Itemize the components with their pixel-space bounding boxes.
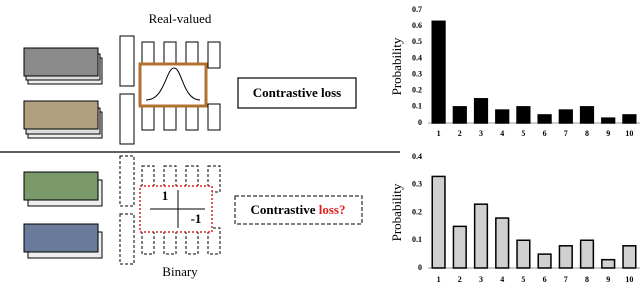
bar <box>538 115 551 123</box>
x-tick-label: 3 <box>479 129 483 138</box>
x-tick-label: 8 <box>585 275 589 284</box>
bar <box>623 246 636 268</box>
y-tick-label: 0.3 <box>412 69 422 78</box>
bar <box>432 176 445 268</box>
y-tick-label: 0 <box>418 263 422 272</box>
y-tick-label: 0.7 <box>412 5 422 14</box>
x-tick-label: 4 <box>500 275 504 284</box>
bar <box>623 115 636 123</box>
x-tick-label: 2 <box>458 129 462 138</box>
x-tick-label: 8 <box>585 129 589 138</box>
x-tick-label: 9 <box>606 129 610 138</box>
loss-label: Contrastive loss? <box>251 202 346 217</box>
x-tick-label: 7 <box>564 275 568 284</box>
y-axis-label: Probability <box>389 37 404 95</box>
binary-maps <box>120 156 220 264</box>
diagram <box>0 36 400 264</box>
bar <box>581 240 594 268</box>
bar <box>581 107 594 123</box>
y-tick-label: 0 <box>418 118 422 127</box>
bar <box>559 246 572 268</box>
bar <box>602 260 615 268</box>
loss-question: loss? <box>319 202 346 217</box>
label: Real-valued <box>149 11 212 26</box>
y-axis-label: Probability <box>389 183 404 241</box>
x-tick-label: 7 <box>564 129 568 138</box>
x-tick-label: 6 <box>543 275 547 284</box>
bar <box>475 204 488 268</box>
bar <box>496 218 509 268</box>
x-tick-label: 3 <box>479 275 483 284</box>
x-tick-label: 1 <box>437 275 441 284</box>
y-tick-label: 0.5 <box>412 37 422 46</box>
x-tick-label: 5 <box>521 275 525 284</box>
bar <box>559 110 572 123</box>
bar <box>453 107 466 123</box>
image-stack <box>24 48 102 138</box>
bar <box>538 254 551 268</box>
matrix-cell: 1 <box>162 188 169 203</box>
image-stack <box>24 172 102 258</box>
bar <box>475 99 488 123</box>
y-tick-label: 0.6 <box>412 21 422 30</box>
bar <box>517 107 530 123</box>
matrix-cell: -1 <box>191 211 202 226</box>
x-tick-label: 1 <box>437 129 441 138</box>
label: Binary <box>162 264 198 279</box>
bar <box>602 118 615 123</box>
x-tick-label: 5 <box>521 129 525 138</box>
x-tick-label: 6 <box>543 129 547 138</box>
y-tick-label: 0.1 <box>412 235 422 244</box>
x-tick-label: 2 <box>458 275 462 284</box>
bar <box>432 21 445 123</box>
y-tick-label: 0.4 <box>412 152 422 161</box>
y-tick-label: 0.2 <box>412 86 422 95</box>
feature-maps <box>120 36 220 144</box>
x-tick-label: 4 <box>500 129 504 138</box>
bar <box>496 110 509 123</box>
y-tick-label: 0.4 <box>412 53 422 62</box>
x-tick-label: 10 <box>625 129 633 138</box>
bar <box>517 240 530 268</box>
y-tick-label: 0.1 <box>412 102 422 111</box>
y-tick-label: 0.3 <box>412 180 422 189</box>
figure: Real-valued Contrastive loss 1 -1 Contra… <box>0 0 642 287</box>
bar <box>453 226 466 268</box>
x-tick-label: 10 <box>625 275 633 284</box>
x-tick-label: 9 <box>606 275 610 284</box>
loss-label: Contrastive loss <box>253 85 341 100</box>
loss-text: Contrastive <box>251 202 319 217</box>
y-tick-label: 0.2 <box>412 207 422 216</box>
